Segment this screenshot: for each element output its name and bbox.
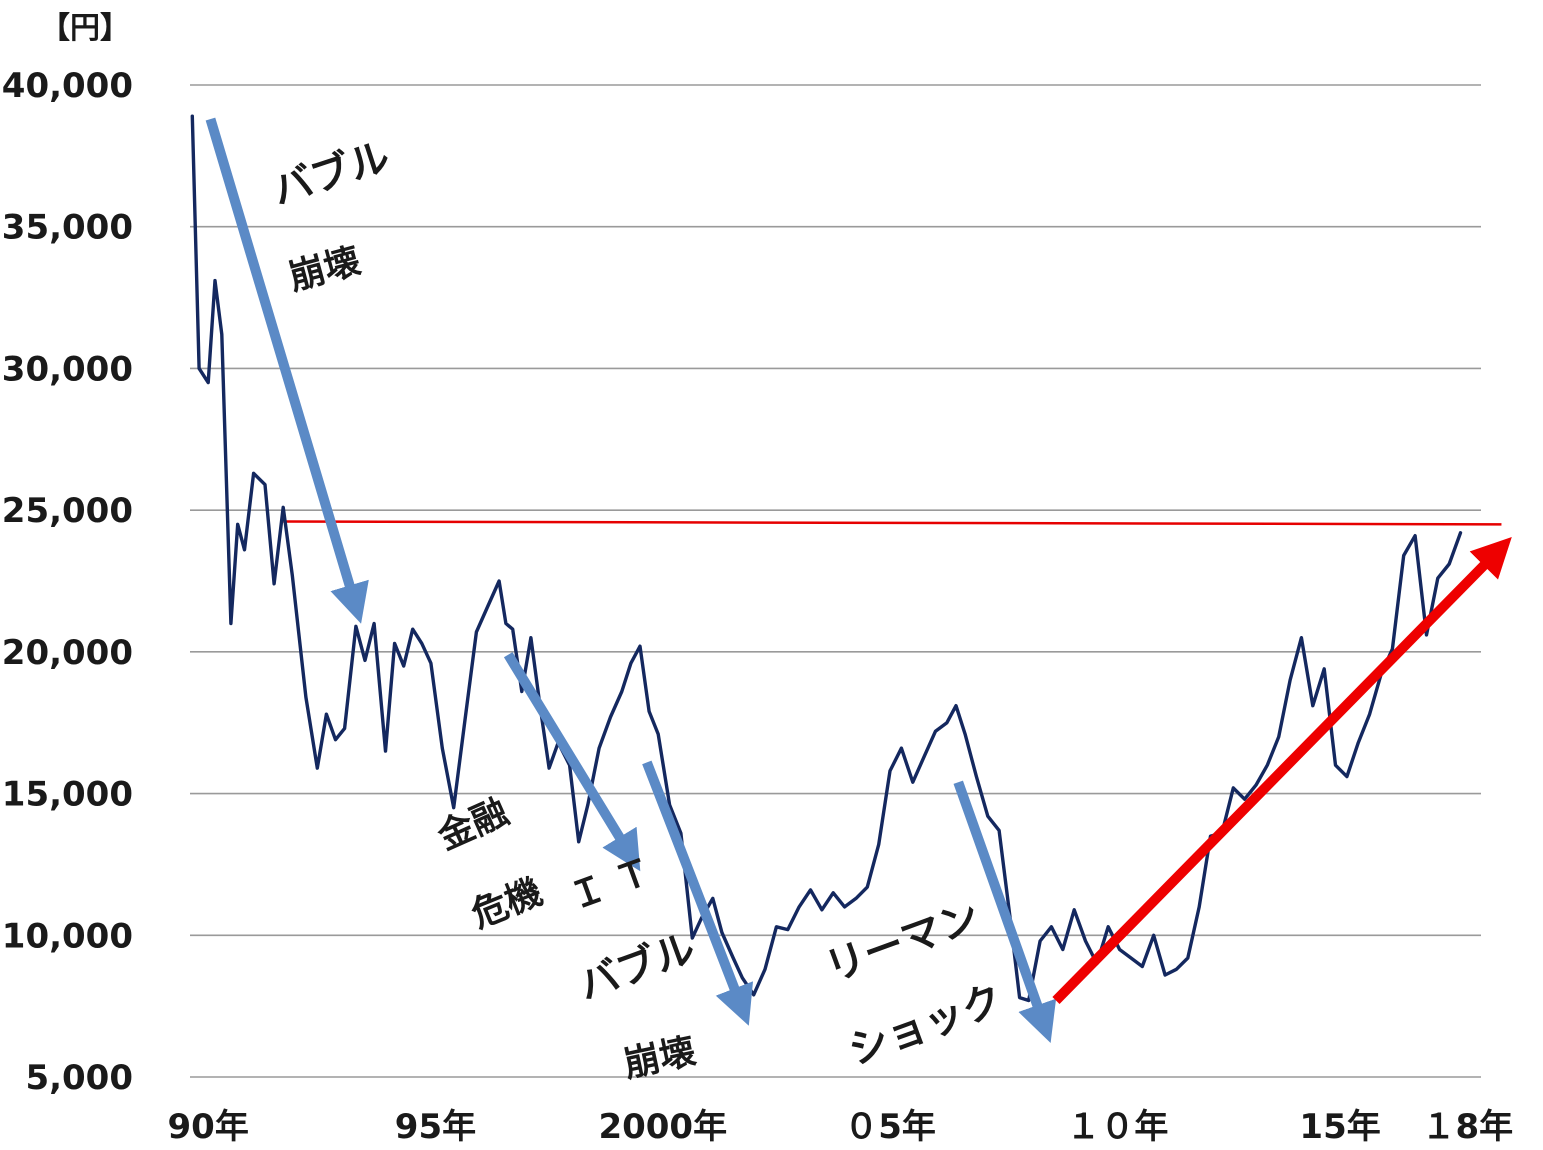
x-tick-layer: 90年 95年 2000年 ０5年 １０年 15年 １8年 xyxy=(168,1107,1514,1147)
annotation-finance: 金融 xyxy=(431,791,515,859)
downtrend-arrow xyxy=(205,117,369,624)
x-tick-label: 2000年 xyxy=(598,1107,727,1147)
annotation-layer: バブル 崩壊 金融 危機 Ｉ Ｔ バブル 崩壊 リーマン ショック xyxy=(267,134,1009,1086)
x-tick-label: 90年 xyxy=(168,1107,249,1147)
y-tick-label: 10,000 xyxy=(2,916,133,956)
reference-line xyxy=(283,520,1502,526)
uptrend-arrow xyxy=(1052,536,1512,1004)
y-tick-label: 15,000 xyxy=(2,775,133,815)
downtrend-arrow xyxy=(642,760,754,1026)
grid-layer xyxy=(190,84,1481,1078)
annotation-crisis: 危機 xyxy=(466,871,548,936)
y-tick-layer: 5,000 10,000 15,000 20,000 25,000 30,000 35,00… xyxy=(2,66,133,1098)
reference-line-layer xyxy=(283,520,1502,526)
downtrend-arrow xyxy=(503,652,641,872)
y-tick-label: 35,000 xyxy=(2,208,133,248)
series-line xyxy=(190,114,1463,1003)
x-tick-label: １０年 xyxy=(1066,1107,1168,1147)
trend-arrow-layer xyxy=(205,117,1512,1043)
x-tick-label: １8年 xyxy=(1422,1107,1514,1147)
annotation-it: Ｉ Ｔ xyxy=(564,851,657,918)
y-unit-label: 【円】 xyxy=(40,11,130,46)
y-tick-label: 40,000 xyxy=(2,66,133,106)
annotation-bubble-1: バブル xyxy=(267,134,395,215)
y-tick-label: 20,000 xyxy=(2,633,133,673)
annotation-shock: ショック xyxy=(843,976,1009,1074)
x-tick-label: ０5年 xyxy=(844,1107,936,1147)
y-tick-label: 25,000 xyxy=(2,491,133,531)
y-tick-label: 30,000 xyxy=(2,349,133,389)
annotation-bubble-2: バブル xyxy=(573,925,701,1009)
y-tick-label: 5,000 xyxy=(25,1058,133,1098)
downtrend-arrow xyxy=(953,780,1057,1043)
x-tick-label: 95年 xyxy=(395,1107,476,1147)
annotation-collapse-1: 崩壊 xyxy=(285,240,365,298)
x-tick-label: 15年 xyxy=(1299,1107,1380,1147)
series-layer xyxy=(190,114,1463,1003)
